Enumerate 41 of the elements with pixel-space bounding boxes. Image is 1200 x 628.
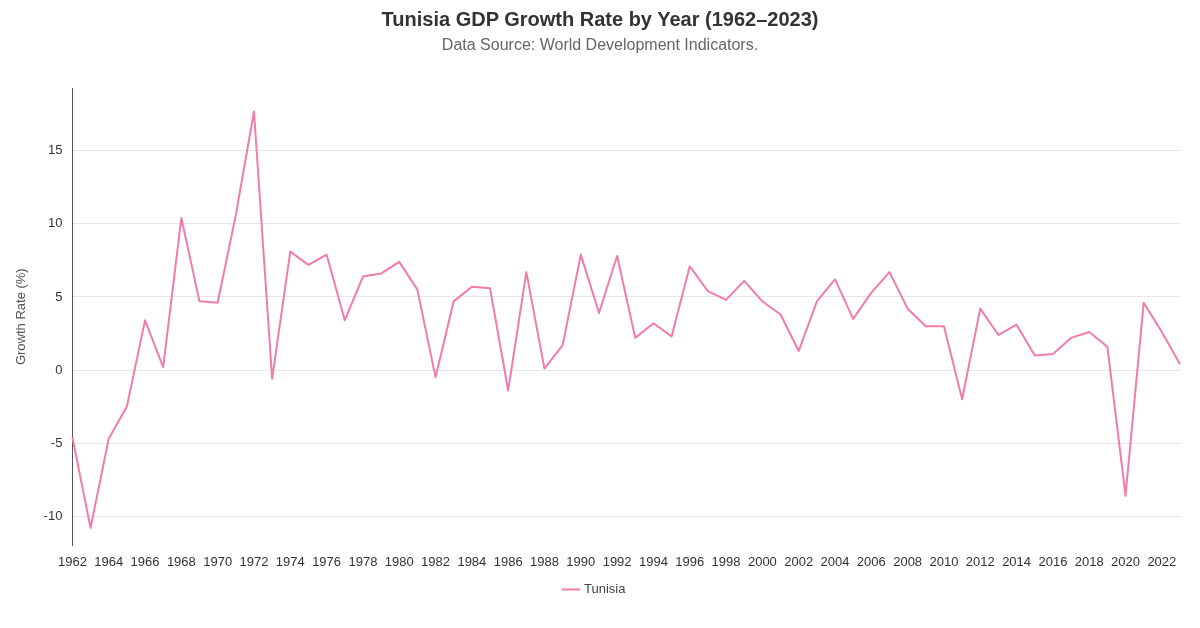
x-tick-label: 2016 (1038, 553, 1068, 569)
y-tick-label: -5 (50, 434, 63, 450)
x-tick-label: 1984 (457, 553, 487, 569)
y-tick-label: 10 (47, 215, 63, 231)
legend-label: Tunisia (584, 581, 627, 597)
x-tick-label: 1964 (94, 553, 124, 569)
x-tick-label: 2002 (784, 553, 814, 569)
x-tick-label: 1990 (566, 553, 596, 569)
x-tick-label: 1962 (57, 553, 87, 569)
x-tick-label: 2000 (747, 553, 777, 569)
x-tick-label: 1994 (638, 553, 668, 569)
y-tick-label: 5 (55, 288, 63, 304)
y-tick-label: -10 (43, 507, 63, 523)
x-tick-label: 1980 (384, 553, 414, 569)
x-tick-label: 2004 (820, 553, 850, 569)
x-tick-label: 2018 (1074, 553, 1104, 569)
x-tick-label: 1988 (530, 553, 559, 569)
x-tick-label: 2006 (856, 553, 886, 569)
x-tick-label: 1996 (675, 553, 705, 569)
x-tick-label: 1982 (421, 553, 450, 569)
y-tick-label: 15 (47, 142, 63, 158)
y-tick-label: 0 (55, 361, 63, 377)
x-tick-label: 2014 (1002, 553, 1032, 569)
x-tick-label: 1966 (130, 553, 160, 569)
x-tick-label: 2010 (929, 553, 959, 569)
x-tick-label: 1976 (312, 553, 342, 569)
x-tick-label: 2008 (893, 553, 923, 569)
y-axis-title: Growth Rate (%) (13, 268, 29, 366)
x-tick-label: 1986 (493, 553, 523, 569)
chart-title: Tunisia GDP Growth Rate by Year (1962–2023) (380, 8, 820, 32)
x-tick-label: 2020 (1111, 553, 1140, 569)
x-tick-label: 2012 (965, 553, 995, 569)
x-tick-label: 1974 (275, 553, 305, 569)
x-tick-label: 1970 (203, 553, 233, 569)
x-tick-label: 1998 (711, 553, 741, 569)
x-tick-label: 1972 (239, 553, 269, 569)
x-tick-label: 1968 (166, 553, 196, 569)
chart-subtitle: Data Source: World Development Indicators. (440, 36, 760, 55)
x-tick-label: 2022 (1147, 553, 1177, 569)
x-tick-label: 1992 (602, 553, 632, 569)
x-tick-label: 1978 (348, 553, 378, 569)
